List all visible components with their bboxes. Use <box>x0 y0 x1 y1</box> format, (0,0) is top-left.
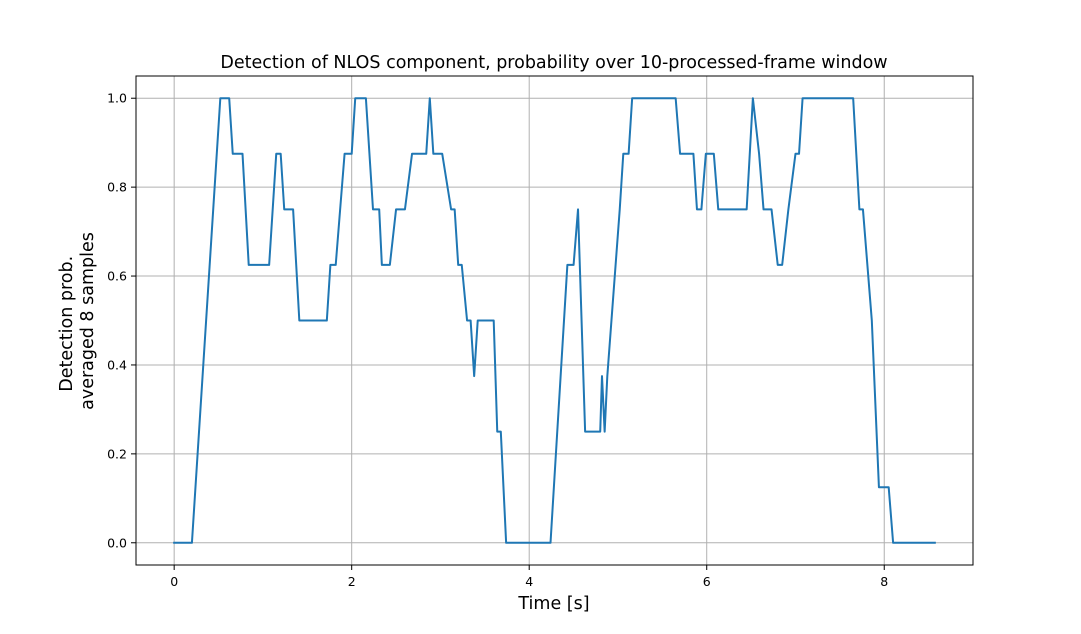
series-line <box>173 97 936 544</box>
ticks: 0 2 4 6 8 0.0 0.2 0.4 0.6 0.8 1.0 <box>107 91 888 589</box>
y-tick-label: 0.8 <box>107 180 127 195</box>
x-tick-label: 6 <box>703 574 711 589</box>
y-axis-label-line-1: Detection prob. <box>57 256 77 392</box>
x-tick-label: 0 <box>170 574 178 589</box>
y-tick-label: 0.4 <box>107 357 127 372</box>
plot-frame <box>135 75 974 566</box>
x-tick-label: 8 <box>880 574 888 589</box>
series-layer <box>173 97 936 544</box>
y-tick-label: 1.0 <box>107 91 127 106</box>
chart-title: Detection of NLOS component, probability… <box>220 53 887 73</box>
y-tick-label: 0.2 <box>107 446 127 461</box>
x-tick-label: 4 <box>525 574 533 589</box>
y-axis-label: Detection prob. averaged 8 samples <box>57 232 98 410</box>
grid <box>136 76 973 565</box>
y-tick-label: 0.6 <box>107 269 127 284</box>
x-axis-label: Time [s] <box>517 594 589 614</box>
y-axis-label-line-2: averaged 8 samples <box>78 232 98 410</box>
y-tick-label: 0.0 <box>107 535 127 550</box>
x-tick-label: 2 <box>348 574 356 589</box>
